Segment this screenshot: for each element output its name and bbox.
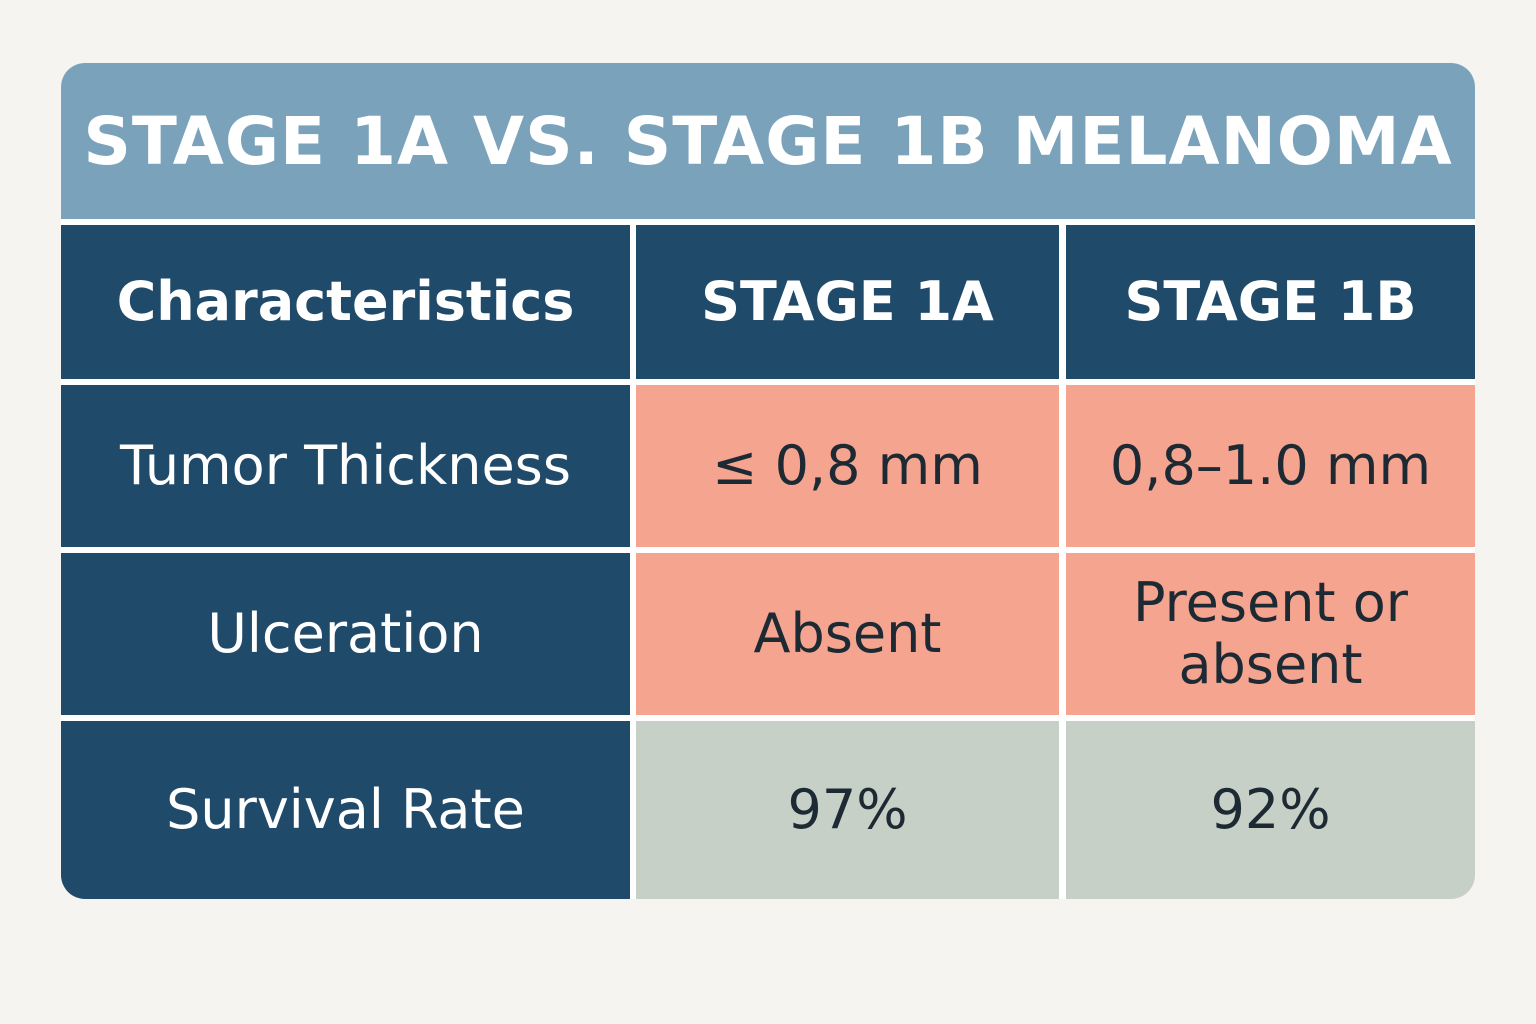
header-characteristics: Characteristics [61,225,630,379]
row-label-ulceration: Ulceration [61,553,630,715]
tumor-thickness-stage-1b: 0,8–1.0 mm [1066,385,1475,547]
header-stage-1b: STAGE 1B [1066,225,1475,379]
survival-rate-stage-1b: 92% [1066,721,1475,899]
tumor-thickness-stage-1a: ≤ 0,8 mm [636,385,1059,547]
page-title: STAGE 1A VS. STAGE 1B MELANOMA [83,102,1453,180]
title-bar: STAGE 1A VS. STAGE 1B MELANOMA [61,63,1475,219]
ulceration-stage-1a: Absent [636,553,1059,715]
header-stage-1a: STAGE 1A [636,225,1059,379]
comparison-card: STAGE 1A VS. STAGE 1B MELANOMA Character… [61,63,1475,899]
ulceration-stage-1b: Present or absent [1066,553,1475,715]
survival-rate-stage-1a: 97% [636,721,1059,899]
row-label-tumor-thickness: Tumor Thickness [61,385,630,547]
row-label-survival-rate: Survival Rate [61,721,630,899]
